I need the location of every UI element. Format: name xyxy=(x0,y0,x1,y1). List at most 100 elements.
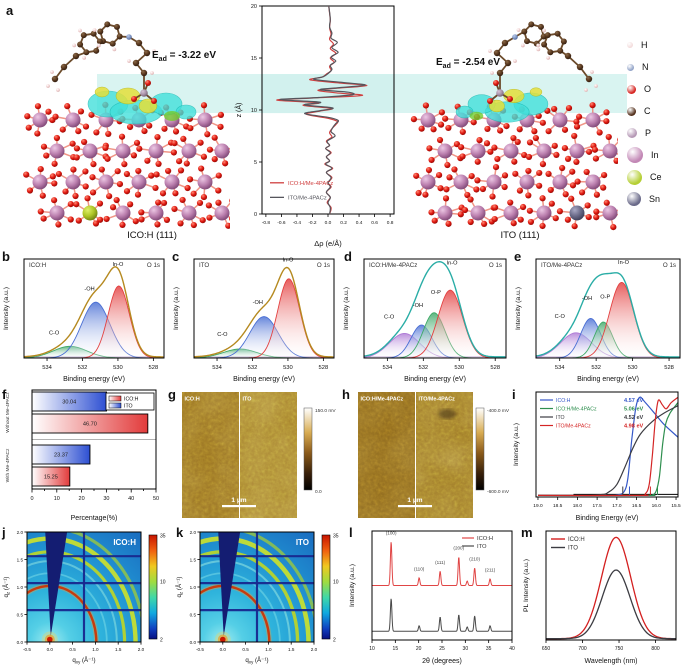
atom-legend-N: N xyxy=(627,56,685,78)
panel-label-j: j xyxy=(2,525,6,540)
atom-symbol: C xyxy=(644,106,651,116)
panel-label-k: k xyxy=(176,525,184,540)
svg-text:1.0: 1.0 xyxy=(190,585,197,590)
svg-text:17.5: 17.5 xyxy=(592,503,602,509)
svg-text:534: 534 xyxy=(383,365,393,371)
svg-text:10: 10 xyxy=(54,496,60,502)
svg-text:1.5: 1.5 xyxy=(115,647,122,652)
xps-o1s-ito: C-O -OH In-O ITO O 1s 534 532 530 528 Binding ene… xyxy=(170,249,340,386)
svg-text:528: 528 xyxy=(319,365,329,371)
svg-text:650: 650 xyxy=(542,646,551,652)
svg-text:Wavelength (nm): Wavelength (nm) xyxy=(584,658,637,665)
svg-text:532: 532 xyxy=(418,365,428,371)
svg-text:2θ (degrees): 2θ (degrees) xyxy=(422,658,462,665)
svg-text:5: 5 xyxy=(254,160,257,166)
svg-text:0.2: 0.2 xyxy=(340,220,347,226)
svg-text:ITO/Me-4PACz: ITO/Me-4PACz xyxy=(541,262,582,269)
svg-text:Intensity (a.u.): Intensity (a.u.) xyxy=(515,287,522,330)
svg-text:PL Intensity (a.u.): PL Intensity (a.u.) xyxy=(523,559,530,612)
svg-text:Binding energy (eV): Binding energy (eV) xyxy=(63,376,125,383)
xrd-l-svg: (100) (110) (111) (200) (210) (211) ICO:H ITO 10… xyxy=(349,530,515,665)
atom-legend-C: C xyxy=(627,100,685,122)
svg-text:2.0: 2.0 xyxy=(138,647,145,652)
panel-label-a: a xyxy=(6,3,14,18)
svg-text:Intensity (a.u.): Intensity (a.u.) xyxy=(349,564,356,607)
svg-text:35: 35 xyxy=(333,534,339,540)
svg-text:2.0: 2.0 xyxy=(311,647,318,652)
panel-label-e: e xyxy=(514,249,522,264)
svg-text:534: 534 xyxy=(42,365,52,371)
pl-spectra: ICO:H ITO 650 700 750 800 Wavelength (nm) PL In… xyxy=(520,525,686,668)
svg-text:46.70: 46.70 xyxy=(83,422,97,428)
svg-text:0.4: 0.4 xyxy=(356,220,363,226)
svg-text:In-O: In-O xyxy=(282,258,294,264)
svg-text:Binding Energy (eV): Binding Energy (eV) xyxy=(576,515,639,522)
svg-text:ITO: ITO xyxy=(243,397,252,403)
svg-text:4.98 eV: 4.98 eV xyxy=(624,424,644,430)
svg-text:(211): (211) xyxy=(485,568,496,573)
xps-d-svg: C-O -OH O-P In-O ICO:H/Me-4PACz O 1s 534 532 530… xyxy=(343,258,507,383)
xps-b-svg: C-O -OH In-O ICO:H O 1s 534 532 530 528 Binding e… xyxy=(3,258,165,383)
dft-structure-icoh xyxy=(14,2,239,248)
atom-legend: H N O C P In Ce Sn xyxy=(627,34,685,210)
svg-text:17.0: 17.0 xyxy=(612,503,622,509)
svg-text:ITO: ITO xyxy=(568,546,578,552)
svg-text:C-O: C-O xyxy=(217,332,228,338)
afm-g-svg: ICO:H ITO 1 μm 150.0 mV 0.0 xyxy=(182,392,336,518)
svg-text:ICO:H: ICO:H xyxy=(477,536,493,542)
svg-text:16.0: 16.0 xyxy=(652,503,662,509)
panel-label-l: l xyxy=(349,525,353,540)
svg-text:ITO: ITO xyxy=(124,404,133,410)
svg-text:800: 800 xyxy=(651,646,660,652)
svg-text:Intensity (a.u.): Intensity (a.u.) xyxy=(173,287,180,330)
svg-text:ICO:H/Me-4PACz: ICO:H/Me-4PACz xyxy=(556,407,597,413)
bar-f-svg: 30.04 46.70 Without Me-4PACz 23.37 15.25 With… xyxy=(5,389,159,522)
svg-text:-600.0 mV: -600.0 mV xyxy=(487,489,510,495)
svg-text:10: 10 xyxy=(333,579,339,585)
svg-text:Without Me-4PACz: Without Me-4PACz xyxy=(5,392,11,433)
atom-legend-P: P xyxy=(627,122,685,144)
svg-text:ICO:H/Me-4PACz: ICO:H/Me-4PACz xyxy=(288,181,333,187)
svg-text:O 1s: O 1s xyxy=(147,262,160,269)
svg-text:Intensity (a.u.): Intensity (a.u.) xyxy=(3,287,10,330)
svg-text:ICO:H: ICO:H xyxy=(185,397,200,403)
pl-m-svg: ICO:H ITO 650 700 750 800 Wavelength (nm) PL In… xyxy=(523,530,677,665)
svg-text:ITO/Me-4PACz: ITO/Me-4PACz xyxy=(556,424,591,430)
svg-text:10: 10 xyxy=(160,579,166,585)
adsorption-energy-ito: Ead = -2.54 eV xyxy=(436,57,501,70)
svg-text:35: 35 xyxy=(160,534,166,540)
panel-label-i: i xyxy=(512,387,516,402)
svg-text:1.5: 1.5 xyxy=(17,557,24,562)
panel-label-b: b xyxy=(2,249,10,264)
svg-text:528: 528 xyxy=(490,365,500,371)
xps-o1s-icoh: C-O -OH In-O ICO:H O 1s 534 532 530 528 Binding e… xyxy=(0,249,170,386)
panel-label-m: m xyxy=(521,525,533,540)
svg-text:ITO: ITO xyxy=(296,538,309,547)
svg-text:19.0: 19.0 xyxy=(533,503,543,509)
atom-symbol: Sn xyxy=(649,194,661,204)
svg-text:ICO:H: ICO:H xyxy=(568,537,585,543)
svg-text:2: 2 xyxy=(333,638,336,644)
svg-text:In-O: In-O xyxy=(447,261,459,267)
svg-text:0.6: 0.6 xyxy=(371,220,378,226)
svg-text:50: 50 xyxy=(153,496,159,502)
atom-symbol: In xyxy=(651,150,659,160)
svg-text:15.5: 15.5 xyxy=(671,503,681,509)
svg-text:C-O: C-O xyxy=(384,314,395,320)
svg-text:O-P: O-P xyxy=(600,294,610,300)
svg-text:2.0: 2.0 xyxy=(17,530,24,535)
panel-label-h: h xyxy=(342,387,350,402)
P-atom-icon xyxy=(627,128,637,138)
svg-text:1 μm: 1 μm xyxy=(407,497,422,504)
svg-text:20: 20 xyxy=(251,4,257,10)
svg-text:530: 530 xyxy=(283,365,293,371)
svg-text:534: 534 xyxy=(555,365,565,371)
svg-text:-0.8: -0.8 xyxy=(262,220,271,226)
svg-text:18.5: 18.5 xyxy=(553,503,563,509)
afm-h-svg: ICO:H/Me-4PACz ITO/Me-4PACz 1 μm -400.0 mV -… xyxy=(358,392,510,518)
svg-text:30: 30 xyxy=(463,646,469,652)
atom-symbol: O xyxy=(644,84,652,94)
svg-text:O 1s: O 1s xyxy=(663,262,676,269)
svg-text:0: 0 xyxy=(30,496,33,502)
